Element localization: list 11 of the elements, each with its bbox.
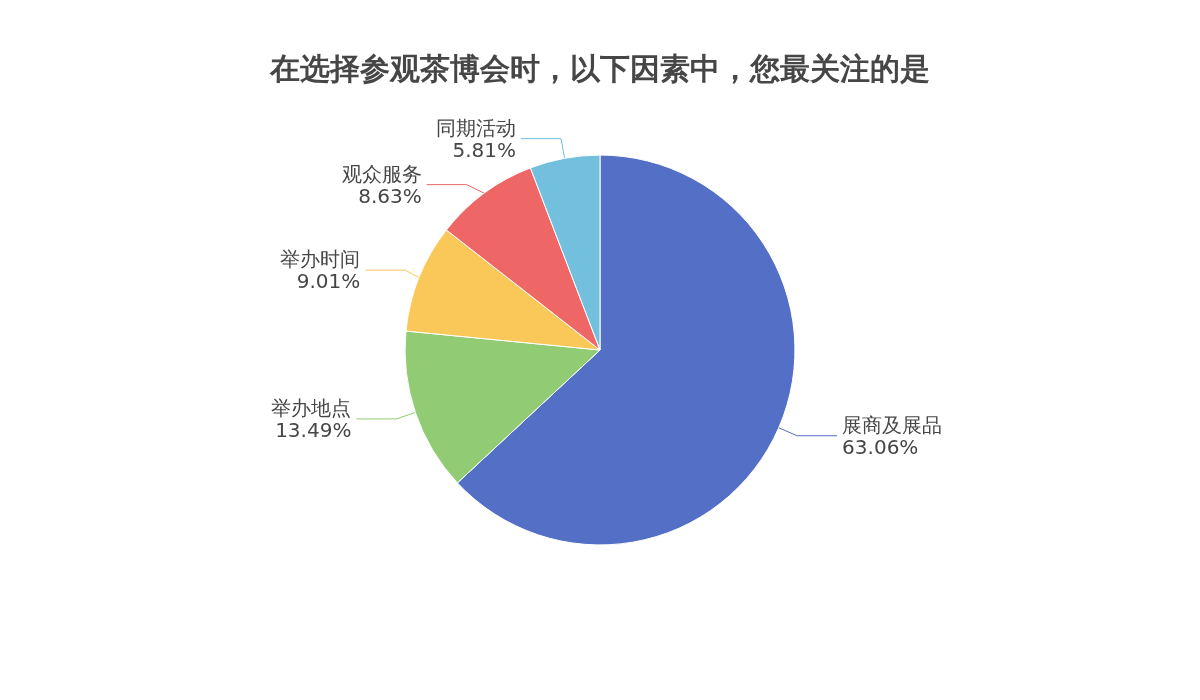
data-label: 5.81% — [452, 137, 516, 162]
chart-title: 在选择参观茶博会时，以下因素中，您最关注的是 — [269, 50, 930, 86]
slice-label: 举办地点 — [271, 395, 352, 420]
data-label: 8.63% — [358, 183, 422, 208]
data-label: 13.49% — [275, 417, 352, 442]
data-label: 63.06% — [842, 434, 919, 459]
slice-label: 观众服务 — [341, 161, 422, 186]
data-label: 9.01% — [296, 269, 361, 294]
slice-label: 展商及展品 — [842, 412, 943, 437]
slice-label: 同期活动 — [435, 115, 516, 140]
slice-label: 举办时间 — [280, 247, 361, 272]
